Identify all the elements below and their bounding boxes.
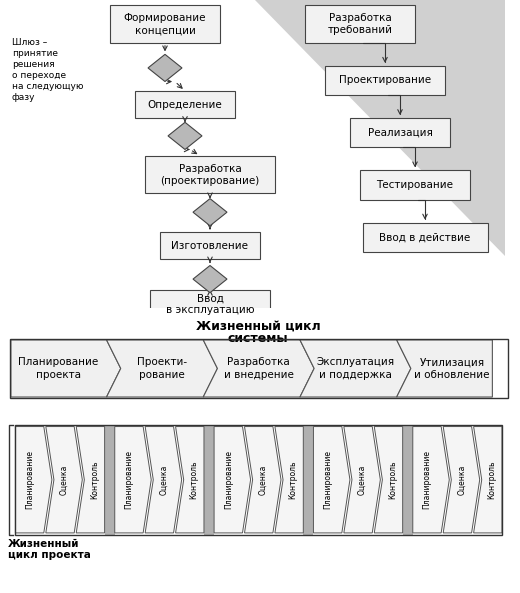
Text: Оценка: Оценка [60,464,69,495]
Text: Планирование: Планирование [224,450,233,509]
Polygon shape [255,0,505,256]
FancyBboxPatch shape [360,170,470,200]
Text: Разработка
(проектирование): Разработка (проектирование) [160,164,259,186]
Text: Контроль: Контроль [189,461,198,499]
Polygon shape [148,55,182,81]
FancyBboxPatch shape [402,425,413,535]
Text: Определение: Определение [148,100,223,110]
FancyBboxPatch shape [325,66,445,95]
Polygon shape [46,426,82,533]
Text: Реализация: Реализация [368,127,433,138]
FancyBboxPatch shape [145,156,275,193]
Polygon shape [145,426,181,533]
Polygon shape [203,340,314,397]
Polygon shape [214,426,251,533]
Polygon shape [397,340,492,397]
Text: Планирование: Планирование [422,450,432,509]
Polygon shape [275,426,303,533]
Polygon shape [300,340,411,397]
FancyBboxPatch shape [160,232,260,259]
Text: Жизненный
цикл проекта: Жизненный цикл проекта [8,539,91,560]
Text: Жизненный цикл: Жизненный цикл [196,319,320,332]
Text: Проекти-
рование: Проекти- рование [137,357,187,380]
Text: Ввод
в эксплуатацию: Ввод в эксплуатацию [166,293,254,315]
FancyBboxPatch shape [135,91,235,118]
Text: Оценка: Оценка [258,464,267,495]
FancyBboxPatch shape [305,5,415,43]
Text: Контроль: Контроль [90,461,99,499]
Polygon shape [176,426,204,533]
Polygon shape [244,426,281,533]
Polygon shape [413,426,449,533]
Polygon shape [168,122,202,149]
Polygon shape [107,340,217,397]
FancyBboxPatch shape [110,5,220,43]
Text: Эксплуатация
и поддержка: Эксплуатация и поддержка [316,357,395,380]
FancyBboxPatch shape [350,118,450,148]
Text: Планирование: Планирование [323,450,332,509]
Text: Утилизация
и обновление: Утилизация и обновление [414,357,490,380]
Text: Контроль: Контроль [487,461,497,499]
Text: Тестирование: Тестирование [376,180,453,190]
Polygon shape [314,426,350,533]
Text: Разработка
требований: Разработка требований [328,13,393,35]
Text: Изготовление: Изготовление [172,241,249,251]
Polygon shape [474,426,502,533]
Text: Оценка: Оценка [358,464,367,495]
FancyBboxPatch shape [204,425,214,535]
Polygon shape [193,199,227,226]
FancyBboxPatch shape [362,222,488,252]
Polygon shape [374,426,402,533]
Polygon shape [115,426,151,533]
FancyBboxPatch shape [303,425,314,535]
Text: Планирование
проекта: Планирование проекта [18,357,98,380]
Text: Планирование: Планирование [124,450,134,509]
Text: Планирование: Планирование [25,450,34,509]
Polygon shape [11,340,121,397]
Polygon shape [16,426,52,533]
Polygon shape [344,426,380,533]
Polygon shape [193,266,227,293]
Text: Оценка: Оценка [159,464,168,495]
Polygon shape [443,426,479,533]
Text: системы: системы [228,332,289,345]
FancyBboxPatch shape [150,289,270,319]
Text: Оценка: Оценка [457,464,466,495]
Text: Проектирование: Проектирование [339,75,431,85]
Text: Формирование
концепции: Формирование концепции [124,13,206,35]
Text: Разработка
и внедрение: Разработка и внедрение [224,357,294,380]
Text: Ввод в действие: Ввод в действие [380,232,471,243]
Text: Шлюз –
принятие
решения
о переходе
на следующую
фазу: Шлюз – принятие решения о переходе на сл… [12,38,84,102]
Text: Контроль: Контроль [289,461,297,499]
FancyBboxPatch shape [105,425,115,535]
Text: Контроль: Контроль [388,461,397,499]
Polygon shape [76,426,105,533]
